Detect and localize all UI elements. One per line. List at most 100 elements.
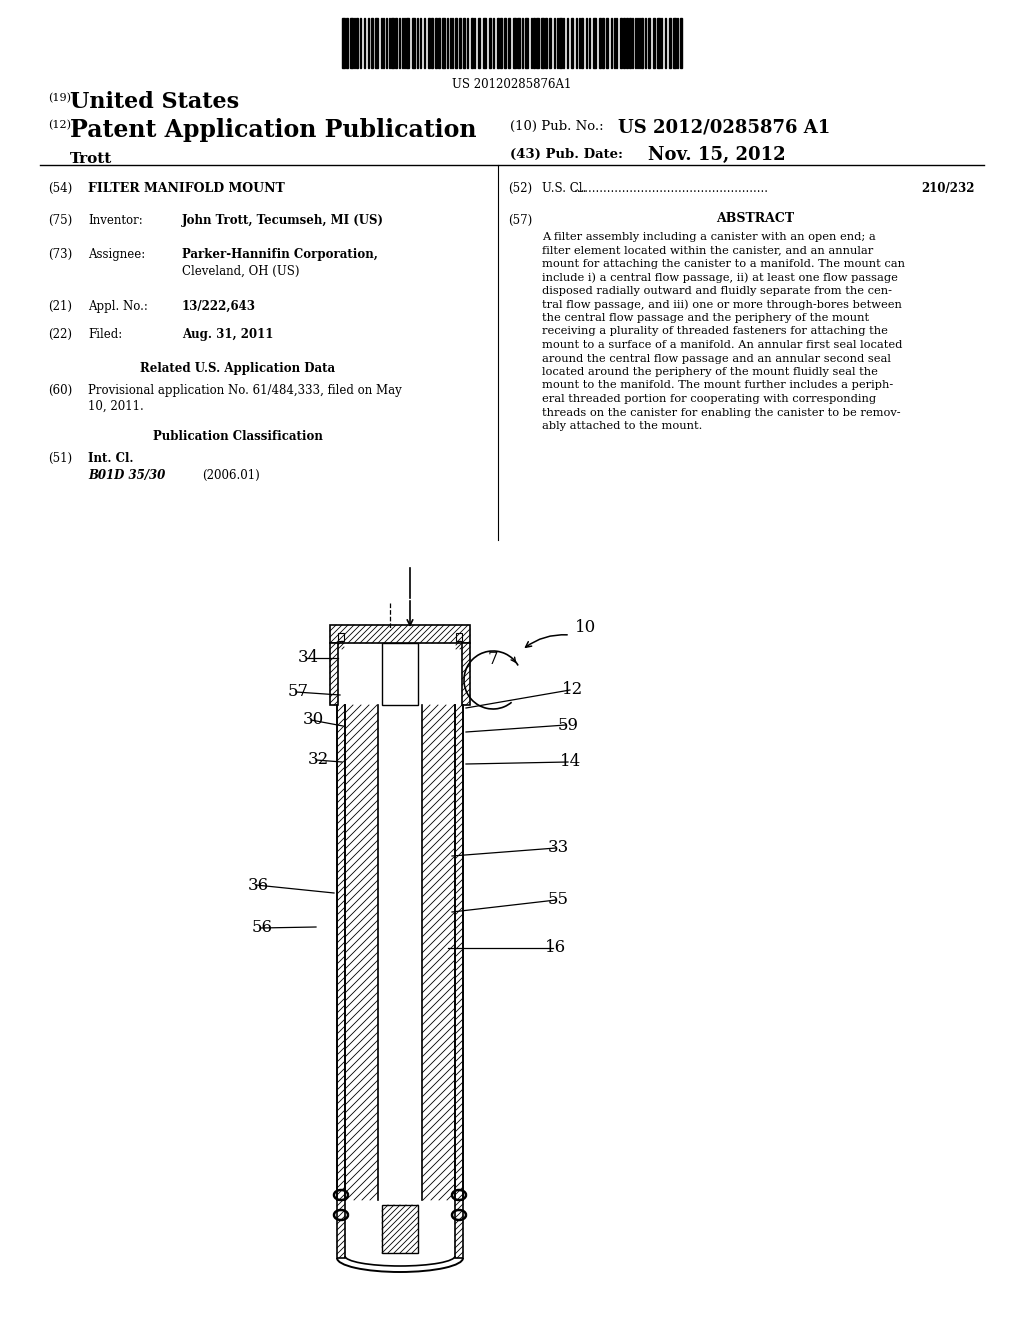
Text: 59: 59 [558,717,579,734]
Text: 33: 33 [548,840,569,857]
Text: Patent Application Publication: Patent Application Publication [70,117,476,143]
Text: tral flow passage, and iii) one or more through-bores between: tral flow passage, and iii) one or more … [542,300,902,310]
Bar [623,18,625,69]
Bar [497,18,499,69]
Text: 34: 34 [298,649,319,667]
Text: mount for attaching the canister to a manifold. The mount can: mount for attaching the canister to a ma… [542,259,905,269]
Text: Cleveland, OH (US): Cleveland, OH (US) [182,265,299,279]
Bar [455,18,457,69]
Bar [431,18,433,69]
Text: Parker-Hannifin Corporation,: Parker-Hannifin Corporation, [182,248,378,261]
Text: located around the periphery of the mount fluidly seal the: located around the periphery of the moun… [542,367,878,378]
Text: Assignee:: Assignee: [88,248,145,261]
Text: US 2012/0285876 A1: US 2012/0285876 A1 [618,117,830,136]
Bar [673,18,676,69]
Text: Aug. 31, 2011: Aug. 31, 2011 [182,327,273,341]
Text: Int. Cl.: Int. Cl. [88,451,133,465]
Bar [602,18,604,69]
Bar [525,18,528,69]
Text: 13/222,643: 13/222,643 [182,300,256,313]
Text: FILTER MANIFOLD MOUNT: FILTER MANIFOLD MOUNT [88,182,285,195]
Bar [463,18,465,69]
Text: 36: 36 [248,876,269,894]
Bar [489,18,490,69]
Text: Trott: Trott [70,152,113,166]
Bar [593,18,596,69]
Bar [382,643,418,705]
Bar [412,18,415,69]
Bar [571,18,573,69]
Bar [395,18,397,69]
Bar [391,18,394,69]
Bar [669,18,671,69]
Bar [581,18,583,69]
Bar [428,18,430,69]
Text: threads on the canister for enabling the canister to be remov-: threads on the canister for enabling the… [542,408,901,417]
Text: 32: 32 [308,751,330,768]
Bar [462,643,470,705]
Bar [330,643,338,705]
Bar [648,18,650,69]
Bar [541,18,544,69]
Bar [559,18,562,69]
Bar [346,18,348,69]
Bar [606,18,608,69]
Bar [371,18,373,69]
Text: disposed radially outward and fluidly separate from the cen-: disposed radially outward and fluidly se… [542,286,892,296]
Text: B01D 35/30: B01D 35/30 [88,469,165,482]
Text: (12): (12) [48,120,71,131]
Bar [534,18,535,69]
Bar [513,18,516,69]
Text: mount to a surface of a manifold. An annular first seal located: mount to a surface of a manifold. An ann… [542,341,902,350]
Text: (57): (57) [508,214,532,227]
Bar [629,18,631,69]
Bar [620,18,622,69]
Bar [599,18,601,69]
Text: (2006.01): (2006.01) [202,469,260,482]
Text: 10, 2011.: 10, 2011. [88,400,143,413]
Text: ably attached to the mount.: ably attached to the mount. [542,421,702,432]
Bar [536,18,539,69]
Text: (21): (21) [48,300,72,313]
Bar [653,18,655,69]
Text: (60): (60) [48,384,73,397]
Text: U.S. Cl.: U.S. Cl. [542,182,587,195]
Bar [350,18,353,69]
Text: (10) Pub. No.:: (10) Pub. No.: [510,120,603,133]
Bar [500,18,502,69]
Bar [406,18,409,69]
Bar [435,18,437,69]
Bar [471,18,473,69]
Text: (22): (22) [48,327,72,341]
Text: around the central flow passage and an annular second seal: around the central flow passage and an a… [542,354,891,363]
Bar [455,1200,463,1258]
Bar [456,634,462,642]
Bar [459,18,461,69]
Bar [337,1200,345,1258]
Bar [680,18,682,69]
Text: 7: 7 [488,652,499,668]
Text: filter element located within the canister, and an annular: filter element located within the canist… [542,246,873,256]
Text: 10: 10 [575,619,596,636]
Text: (75): (75) [48,214,73,227]
Text: Publication Classification: Publication Classification [153,430,323,444]
Text: Filed:: Filed: [88,327,122,341]
Bar [517,18,520,69]
Bar [342,18,345,69]
Text: Provisional application No. 61/484,333, filed on May: Provisional application No. 61/484,333, … [88,384,401,397]
Bar [626,18,628,69]
Text: (43) Pub. Date:: (43) Pub. Date: [510,148,623,161]
Bar [375,18,378,69]
Text: (19): (19) [48,92,71,103]
Text: (52): (52) [508,182,532,195]
Bar [549,18,551,69]
Text: US 20120285876A1: US 20120285876A1 [453,78,571,91]
Text: A filter assembly including a canister with an open end; a: A filter assembly including a canister w… [542,232,876,242]
Text: 57: 57 [288,684,309,701]
Bar [508,18,510,69]
Text: (51): (51) [48,451,72,465]
Bar [657,18,660,69]
Text: 30: 30 [303,711,325,729]
Bar [483,18,486,69]
Bar [338,634,344,642]
